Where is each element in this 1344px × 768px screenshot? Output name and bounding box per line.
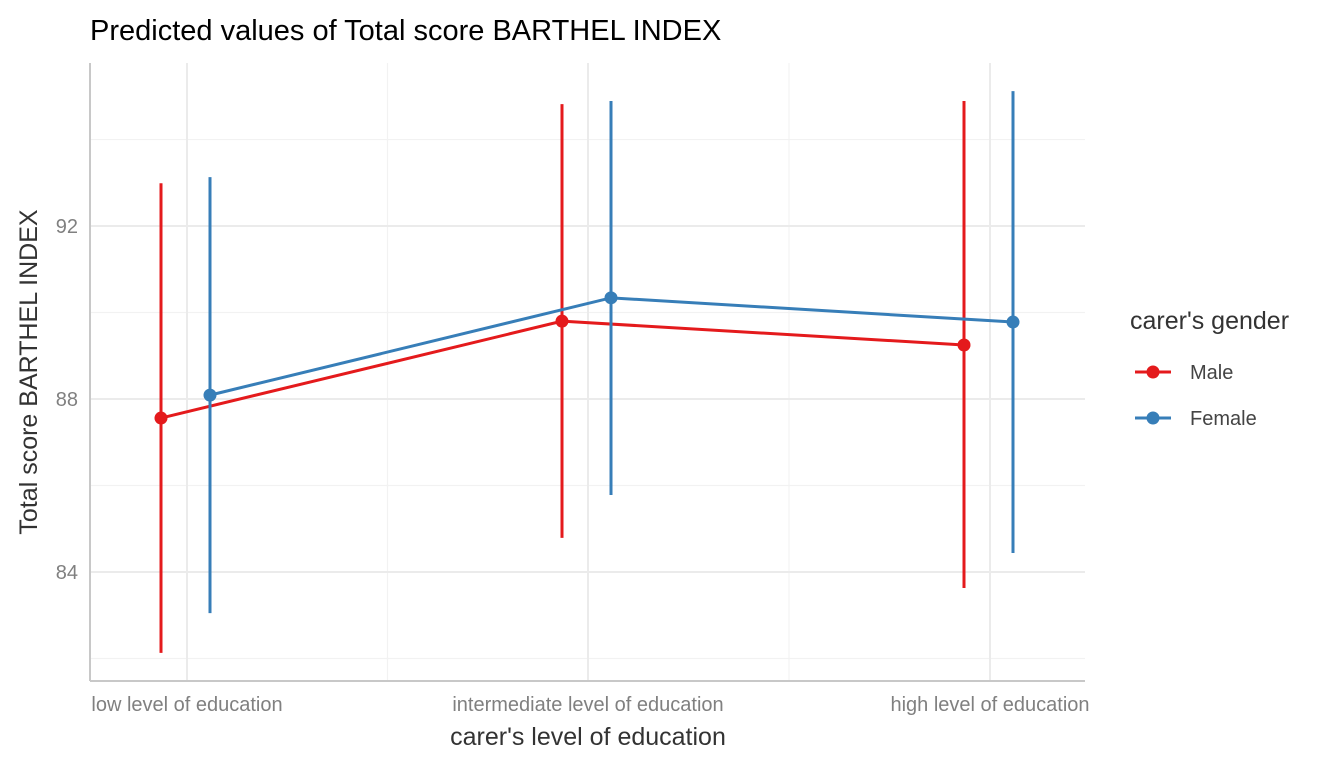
data-marks [154,91,1020,653]
gridlines [90,63,1085,681]
x-tick-label: high level of education [890,694,1089,716]
legend-title: carer's gender [1130,307,1289,335]
legend-key-point [1146,411,1160,425]
legend: Male Female [1135,362,1257,430]
y-tick-label: 84 [56,562,78,584]
axes: 84 88 92 low level of education intermediate… [56,63,1090,716]
x-tick-label: low level of education [91,694,282,716]
legend-label: Female [1190,408,1257,430]
data-point-female [604,291,618,305]
data-point-female [203,388,217,402]
data-point-male [555,314,569,328]
x-tick-label: intermediate level of education [452,694,723,716]
chart-title: Predicted values of Total score BARTHEL … [90,15,721,47]
data-point-female [1006,315,1020,329]
data-point-male [154,411,168,425]
y-tick-label: 92 [56,216,78,238]
data-point-male [957,338,971,352]
y-tick-label: 88 [56,389,78,411]
y-axis-label: Total score BARTHEL INDEX [15,209,43,534]
x-axis-label: carer's level of education [450,723,726,751]
legend-key-point [1146,365,1160,379]
legend-label: Male [1190,362,1233,384]
